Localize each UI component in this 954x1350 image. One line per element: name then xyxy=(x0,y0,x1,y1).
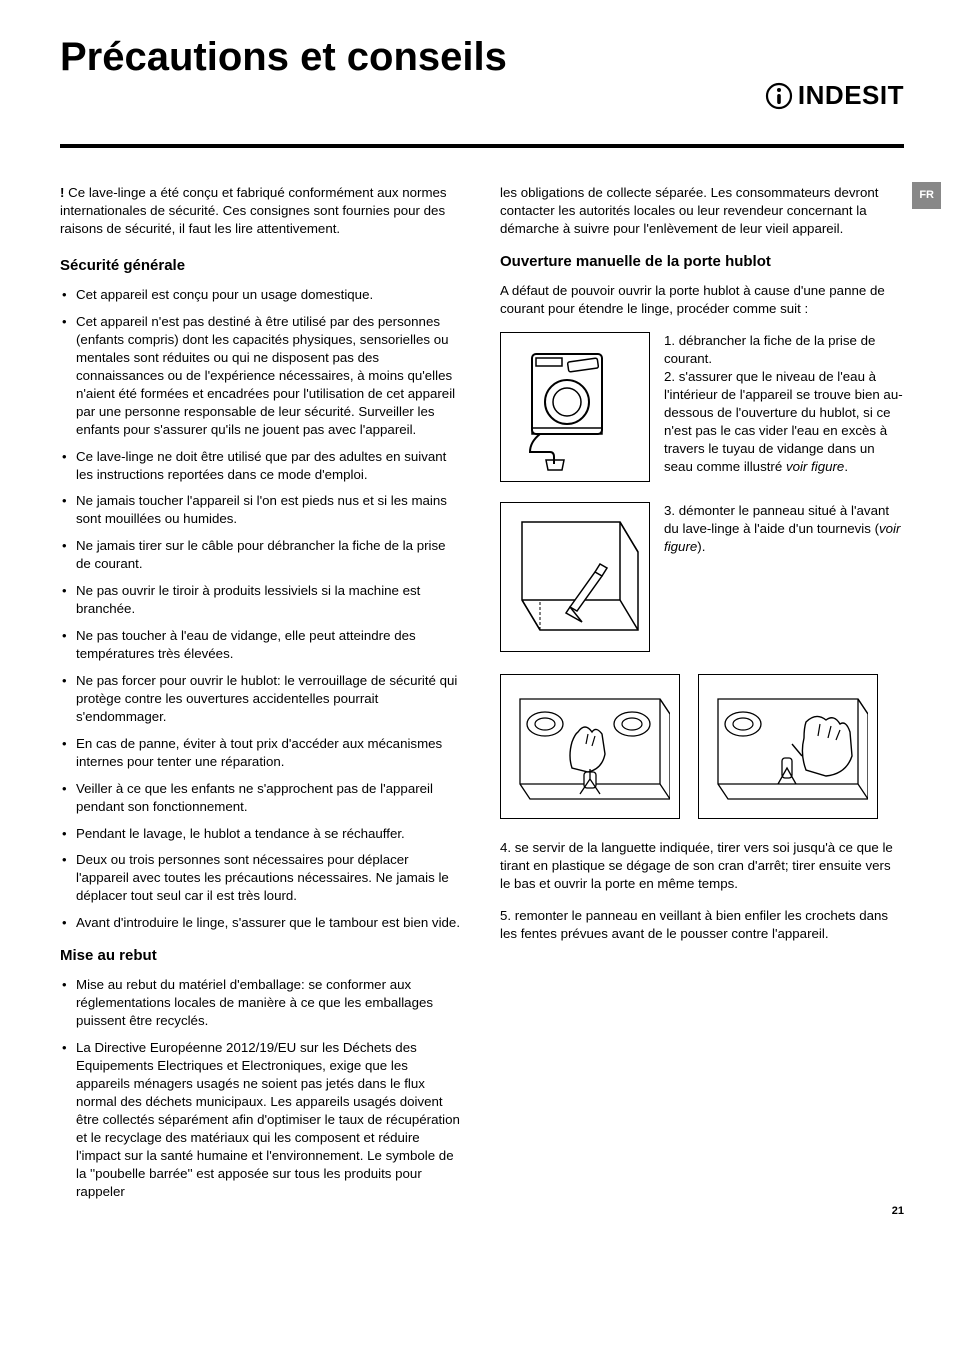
heading-rebut: Mise au rebut xyxy=(60,946,464,966)
right-column: les obligations de collecte séparée. Les… xyxy=(500,184,904,1215)
ouverture-intro: A défaut de pouvoir ouvrir la porte hubl… xyxy=(500,282,904,318)
list-item: Pendant le lavage, le hublot a tendance … xyxy=(60,825,464,843)
list-item: Avant d'introduire le linge, s'assurer q… xyxy=(60,914,464,932)
step5-text: 5. remonter le panneau en veillant à bie… xyxy=(500,907,904,943)
list-item: Ne jamais toucher l'appareil si l'on est… xyxy=(60,492,464,528)
figure-tab-pull-2 xyxy=(698,674,878,819)
list-item: Ne jamais tirer sur le câble pour débran… xyxy=(60,537,464,573)
brand-text: INDESIT xyxy=(798,78,904,113)
list-item: Ne pas ouvrir le tiroir à produits lessi… xyxy=(60,582,464,618)
step2-text: 2. s'assurer que le niveau de l'eau à l'… xyxy=(664,368,904,476)
brand-logo: INDESIT xyxy=(765,78,904,113)
list-item: Mise au rebut du matériel d'emballage: s… xyxy=(60,976,464,1030)
tab-pull-1-icon xyxy=(510,684,670,809)
tab-pull-2-icon xyxy=(708,684,868,809)
language-tab: FR xyxy=(912,182,941,209)
page-title: Précautions et conseils xyxy=(60,30,904,84)
list-item: Ne pas toucher à l'eau de vidange, elle … xyxy=(60,627,464,663)
figure-washer-drain xyxy=(500,332,650,482)
title-rule xyxy=(60,144,904,148)
list-item: Deux ou trois personnes sont nécessaires… xyxy=(60,851,464,905)
rebut-continuation: les obligations de collecte séparée. Les… xyxy=(500,184,904,238)
list-item: Cet appareil est conçu pour un usage dom… xyxy=(60,286,464,304)
figure-tab-pull-1 xyxy=(500,674,680,819)
panel-remove-icon xyxy=(510,512,640,642)
info-icon xyxy=(765,82,793,110)
list-item: Cet appareil n'est pas destiné à être ut… xyxy=(60,313,464,439)
list-item: En cas de panne, éviter à tout prix d'ac… xyxy=(60,735,464,771)
step1-text: 1. débrancher la fiche de la prise de co… xyxy=(664,332,904,368)
figure-panel-remove xyxy=(500,502,650,652)
heading-ouverture: Ouverture manuelle de la porte hublot xyxy=(500,252,904,272)
step3-text: 3. démonter le panneau situé à l'avant d… xyxy=(664,502,904,556)
rebut-list: Mise au rebut du matériel d'emballage: s… xyxy=(60,976,464,1200)
list-item: Ne pas forcer pour ouvrir le hublot: le … xyxy=(60,672,464,726)
washer-drain-icon xyxy=(510,342,640,472)
list-item: La Directive Européenne 2012/19/EU sur l… xyxy=(60,1039,464,1200)
intro-paragraph: ! Ce lave-linge a été conçu et fabriqué … xyxy=(60,184,464,238)
step4-text: 4. se servir de la languette indiquée, t… xyxy=(500,839,904,893)
list-item: Ce lave-linge ne doit être utilisé que p… xyxy=(60,448,464,484)
heading-securite: Sécurité générale xyxy=(60,256,464,276)
left-column: ! Ce lave-linge a été conçu et fabriqué … xyxy=(60,184,464,1215)
intro-text: Ce lave-linge a été conçu et fabriqué co… xyxy=(60,185,447,236)
securite-list: Cet appareil est conçu pour un usage dom… xyxy=(60,286,464,932)
list-item: Veiller à ce que les enfants ne s'approc… xyxy=(60,780,464,816)
page-number: 21 xyxy=(892,1204,904,1219)
